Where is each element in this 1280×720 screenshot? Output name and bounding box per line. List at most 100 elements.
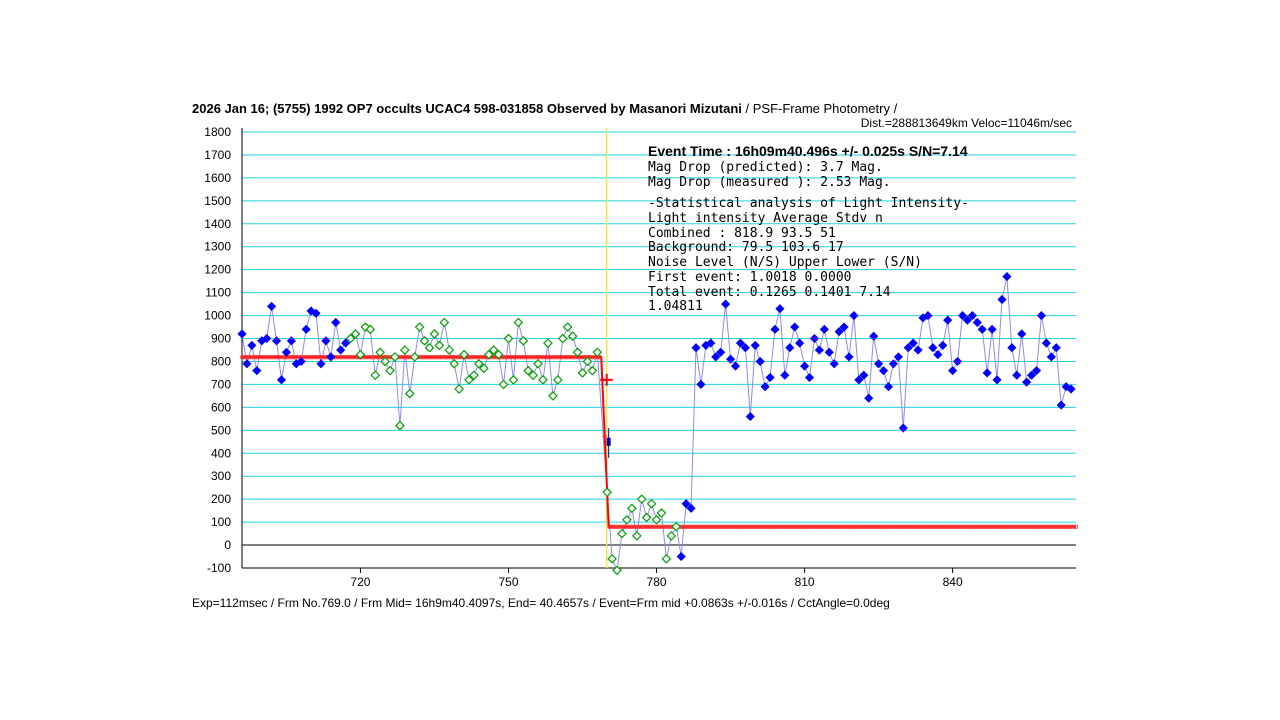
model-point	[474, 354, 479, 360]
data-point	[508, 374, 519, 385]
data-point	[943, 315, 953, 325]
model-point	[281, 354, 287, 360]
y-tick-label: -100	[207, 561, 231, 575]
model-point	[518, 354, 524, 360]
model-point	[612, 524, 617, 530]
model-point	[385, 354, 390, 360]
x-axis-ticks: 720 750 780 810 840	[350, 568, 963, 589]
data-point	[533, 358, 543, 369]
data-point	[469, 370, 479, 381]
model-point	[980, 524, 985, 530]
model-point	[967, 524, 973, 530]
model-point	[659, 524, 664, 530]
model-point	[289, 354, 294, 360]
model-point	[792, 524, 797, 530]
model-point	[301, 354, 306, 360]
model-point	[716, 524, 721, 530]
model-point	[977, 524, 982, 530]
model-point	[819, 524, 825, 530]
data-point	[237, 329, 247, 339]
model-point	[442, 354, 447, 360]
model-point	[876, 524, 881, 530]
model-point	[755, 524, 760, 530]
data-point	[350, 329, 361, 339]
mag-drop-measured: Mag Drop (measured ): 2.53 Mag.	[648, 175, 891, 190]
data-point	[572, 347, 583, 358]
y-axis-ticks: 1800170016001500140013001200110010009008…	[204, 125, 231, 575]
model-point	[703, 524, 709, 530]
ratio-value: 1.04811	[648, 299, 703, 314]
data-point	[404, 388, 415, 399]
model-point	[706, 524, 711, 530]
data-point	[548, 391, 558, 401]
model-point	[928, 524, 933, 530]
model-point	[321, 354, 326, 360]
data-point	[795, 338, 805, 348]
data-point	[1031, 366, 1042, 376]
event-marker	[606, 437, 611, 446]
y-tick-label: 600	[211, 400, 231, 414]
data-point	[400, 345, 410, 355]
model-point	[1002, 524, 1007, 530]
model-point	[242, 354, 247, 360]
model-point	[799, 524, 805, 530]
data-point	[721, 299, 731, 309]
model-point	[711, 524, 716, 530]
model-point	[350, 354, 356, 360]
data-point	[582, 356, 593, 367]
model-point	[558, 354, 563, 360]
model-point	[748, 524, 753, 530]
model-point	[970, 524, 975, 530]
data-point	[1066, 384, 1076, 394]
model-point	[812, 524, 817, 530]
data-point	[459, 349, 469, 360]
model-point	[984, 524, 990, 530]
model-point	[617, 524, 622, 530]
data-point	[646, 498, 657, 509]
model-point	[730, 524, 736, 530]
model-point	[750, 524, 755, 530]
model-point	[254, 354, 260, 360]
annotation-block: Event Time : 16h09m40.496s +/- 0.025s S/…	[648, 143, 969, 314]
model-point	[313, 354, 319, 360]
data-point	[395, 420, 405, 431]
model-point	[693, 524, 699, 530]
model-point	[975, 524, 980, 530]
data-point	[444, 345, 455, 355]
data-point	[844, 352, 854, 362]
data-point	[800, 361, 810, 371]
model-point	[930, 524, 936, 530]
data-point	[424, 342, 435, 353]
model-point	[898, 524, 904, 530]
data-point	[617, 528, 627, 539]
model-point	[745, 524, 751, 530]
model-point	[511, 354, 516, 360]
model-point	[765, 524, 770, 530]
model-point	[634, 524, 639, 530]
y-tick-label: 200	[211, 492, 231, 506]
model-point	[624, 524, 630, 530]
model-point	[627, 524, 632, 530]
model-point	[1041, 524, 1047, 530]
model-point	[1063, 524, 1069, 530]
model-point	[1073, 524, 1079, 530]
model-point	[708, 524, 714, 530]
data-point	[454, 384, 464, 394]
model-point	[597, 354, 602, 360]
data-point	[864, 393, 874, 403]
model-point	[913, 524, 918, 530]
y-tick-label: 1800	[204, 125, 231, 139]
model-point	[938, 524, 943, 530]
data-point	[538, 374, 548, 385]
model-point	[469, 354, 474, 360]
data-point	[488, 345, 499, 355]
model-point	[943, 524, 948, 530]
model-point	[582, 354, 588, 360]
data-point	[666, 531, 677, 541]
model-point	[644, 524, 649, 530]
model-point	[249, 354, 255, 360]
model-point	[637, 524, 642, 530]
y-tick-label: 300	[211, 469, 231, 483]
data-point	[854, 375, 864, 385]
